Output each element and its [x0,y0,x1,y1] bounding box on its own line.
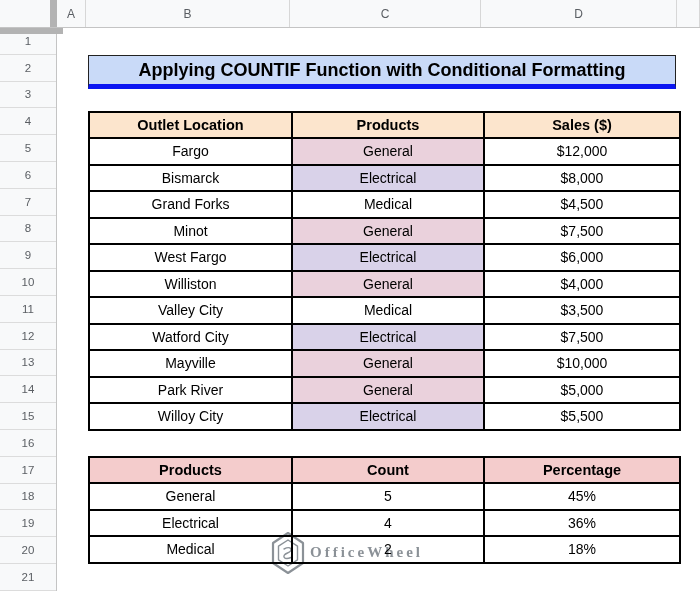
row-header-2[interactable]: 2 [0,55,56,82]
sales-table-row: Park RiverGeneral$5,000 [89,377,680,404]
summary-table-header-percentage[interactable]: Percentage [484,457,680,483]
column-header-C[interactable]: C [290,0,481,27]
row-header-18[interactable]: 18 [0,484,56,511]
sales-table-row: BismarckElectrical$8,000 [89,165,680,192]
row-header-10[interactable]: 10 [0,269,56,296]
sales-table-cell-outlet[interactable]: Valley City [89,297,292,324]
summary-table-row: General545% [89,483,680,510]
sales-table-cell-outlet[interactable]: Grand Forks [89,191,292,218]
sales-table-row: West FargoElectrical$6,000 [89,244,680,271]
summary-table-header-products[interactable]: Products [89,457,292,483]
sales-table-cell-product[interactable]: General [292,377,484,404]
row-header-4[interactable]: 4 [0,108,56,135]
column-header-strip: ABCD [0,0,700,28]
sales-table-cell-sales[interactable]: $8,000 [484,165,680,192]
row-header-3[interactable]: 3 [0,82,56,109]
sales-table-cell-sales[interactable]: $4,500 [484,191,680,218]
row-header-strip: 123456789101112131415161718192021 [0,28,57,591]
sales-table-row: MinotGeneral$7,500 [89,218,680,245]
sales-table-header-row: Outlet LocationProductsSales ($) [89,112,680,138]
summary-table-cell-percentage[interactable]: 36% [484,510,680,537]
column-header-B[interactable]: B [86,0,290,27]
summary-table-row: Medical218% [89,536,680,563]
sales-table-header-products[interactable]: Products [292,112,484,138]
sales-table-cell-outlet[interactable]: Williston [89,271,292,298]
summary-table-cell-product[interactable]: Electrical [89,510,292,537]
sales-table-cell-product[interactable]: General [292,271,484,298]
summary-table-row: Electrical436% [89,510,680,537]
sales-table-cell-sales[interactable]: $12,000 [484,138,680,165]
row-header-17[interactable]: 17 [0,457,56,484]
row-header-5[interactable]: 5 [0,135,56,162]
row-header-21[interactable]: 21 [0,564,56,591]
sales-table-cell-outlet[interactable]: Minot [89,218,292,245]
sales-table-cell-outlet[interactable]: Watford City [89,324,292,351]
sales-table-cell-product[interactable]: General [292,138,484,165]
column-header-D[interactable]: D [481,0,677,27]
sales-table-cell-outlet[interactable]: Mayville [89,350,292,377]
row-header-8[interactable]: 8 [0,216,56,243]
sales-table-cell-sales[interactable]: $7,500 [484,324,680,351]
sales-table-header-outlet-location[interactable]: Outlet Location [89,112,292,138]
sales-table-cell-product[interactable]: General [292,350,484,377]
column-header-A[interactable]: A [57,0,86,27]
sales-table-cell-outlet[interactable]: West Fargo [89,244,292,271]
summary-table: ProductsCountPercentageGeneral545%Electr… [88,456,681,564]
sales-table-cell-product[interactable]: Electrical [292,165,484,192]
sales-table-cell-sales[interactable]: $5,500 [484,403,680,430]
row-header-20[interactable]: 20 [0,537,56,564]
sales-table-cell-product[interactable]: Electrical [292,244,484,271]
sales-table-cell-outlet[interactable]: Park River [89,377,292,404]
sales-table-cell-product[interactable]: Electrical [292,324,484,351]
column-header-spacer[interactable] [677,0,700,27]
sales-table-row: Valley CityMedical$3,500 [89,297,680,324]
sales-table-row: Grand ForksMedical$4,500 [89,191,680,218]
row-header-13[interactable]: 13 [0,350,56,377]
sales-table-cell-sales[interactable]: $10,000 [484,350,680,377]
row-header-11[interactable]: 11 [0,296,56,323]
sales-table-cell-sales[interactable]: $4,000 [484,271,680,298]
sales-table-cell-outlet[interactable]: Bismarck [89,165,292,192]
summary-table-cell-count[interactable]: 4 [292,510,484,537]
row-header-16[interactable]: 16 [0,430,56,457]
sales-table-row: Watford CityElectrical$7,500 [89,324,680,351]
sales-table-cell-product[interactable]: Electrical [292,403,484,430]
summary-table-cell-count[interactable]: 5 [292,483,484,510]
row-header-6[interactable]: 6 [0,162,56,189]
sales-table-cell-sales[interactable]: $3,500 [484,297,680,324]
sales-table-cell-sales[interactable]: $7,500 [484,218,680,245]
sales-table-cell-product[interactable]: General [292,218,484,245]
summary-table-cell-percentage[interactable]: 18% [484,536,680,563]
summary-table-cell-product[interactable]: Medical [89,536,292,563]
sales-table-cell-product[interactable]: Medical [292,297,484,324]
sales-table-row: FargoGeneral$12,000 [89,138,680,165]
title-banner-cell[interactable]: Applying COUNTIF Function with Condition… [88,55,676,89]
sales-table-row: MayvilleGeneral$10,000 [89,350,680,377]
sales-table-cell-outlet[interactable]: Willoy City [89,403,292,430]
select-all-corner[interactable] [0,0,57,27]
summary-table-cell-product[interactable]: General [89,483,292,510]
summary-table-cell-percentage[interactable]: 45% [484,483,680,510]
sales-table-cell-product[interactable]: Medical [292,191,484,218]
sales-table-cell-sales[interactable]: $6,000 [484,244,680,271]
summary-table-header-row: ProductsCountPercentage [89,457,680,483]
sales-table: Outlet LocationProductsSales ($)FargoGen… [88,111,681,431]
sales-table-row: Willoy CityElectrical$5,500 [89,403,680,430]
sales-table-cell-outlet[interactable]: Fargo [89,138,292,165]
row-header-15[interactable]: 15 [0,403,56,430]
summary-table-header-count[interactable]: Count [292,457,484,483]
row-header-19[interactable]: 19 [0,510,56,537]
row-header-9[interactable]: 9 [0,242,56,269]
row-header-7[interactable]: 7 [0,189,56,216]
sales-table-cell-sales[interactable]: $5,000 [484,377,680,404]
summary-table-cell-count[interactable]: 2 [292,536,484,563]
sales-table-row: WillistonGeneral$4,000 [89,271,680,298]
corner-shadow-band [0,28,63,34]
sales-table-header-sales[interactable]: Sales ($) [484,112,680,138]
row-header-12[interactable]: 12 [0,323,56,350]
row-header-14[interactable]: 14 [0,376,56,403]
